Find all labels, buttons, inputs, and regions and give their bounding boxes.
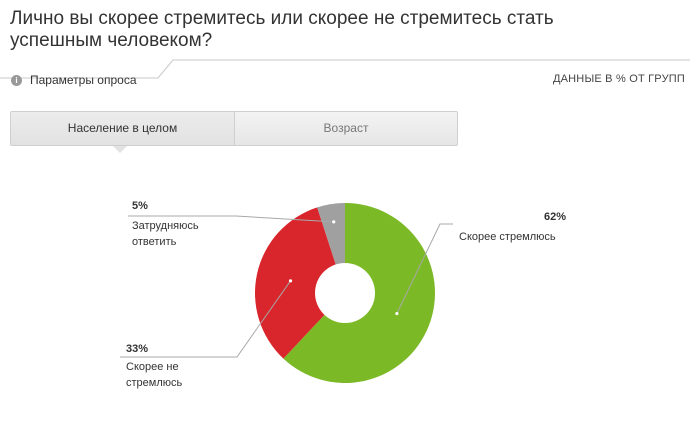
info-icon[interactable]: i <box>11 75 22 86</box>
survey-params-link[interactable]: Параметры опроса <box>30 73 137 87</box>
params-divider <box>0 58 690 98</box>
slice-category-label: стремлюсь <box>126 377 183 389</box>
page-title: Лично вы скорее стремитесь или скорее не… <box>10 8 554 51</box>
slice-value-label: 33% <box>126 343 148 355</box>
slice-value-label: 5% <box>132 200 148 212</box>
units-label: ДАННЫЕ В % ОТ ГРУПП <box>552 73 685 85</box>
tab-age[interactable]: Возраст <box>323 121 369 135</box>
leader-dot <box>332 220 336 224</box>
active-tab-pointer <box>113 146 127 153</box>
leader-line <box>396 223 453 314</box>
slice-category-label: Скорее не <box>126 361 179 373</box>
leader-dot <box>288 279 293 283</box>
slice-category-label: Скорее стремлюсь <box>459 231 556 243</box>
pie-slice[interactable] <box>254 207 345 359</box>
slice-value-label: 62% <box>544 211 566 223</box>
slice-category-label: ответить <box>132 236 177 248</box>
leader-line <box>120 280 291 358</box>
leader-line <box>128 215 334 223</box>
leader-dot <box>395 311 399 316</box>
donut-hole <box>315 263 375 323</box>
slice-category-label: Затрудняюсь <box>132 220 199 232</box>
tab-population[interactable]: Население в целом <box>11 112 235 145</box>
group-tabs: Население в целом Возраст <box>10 111 458 146</box>
